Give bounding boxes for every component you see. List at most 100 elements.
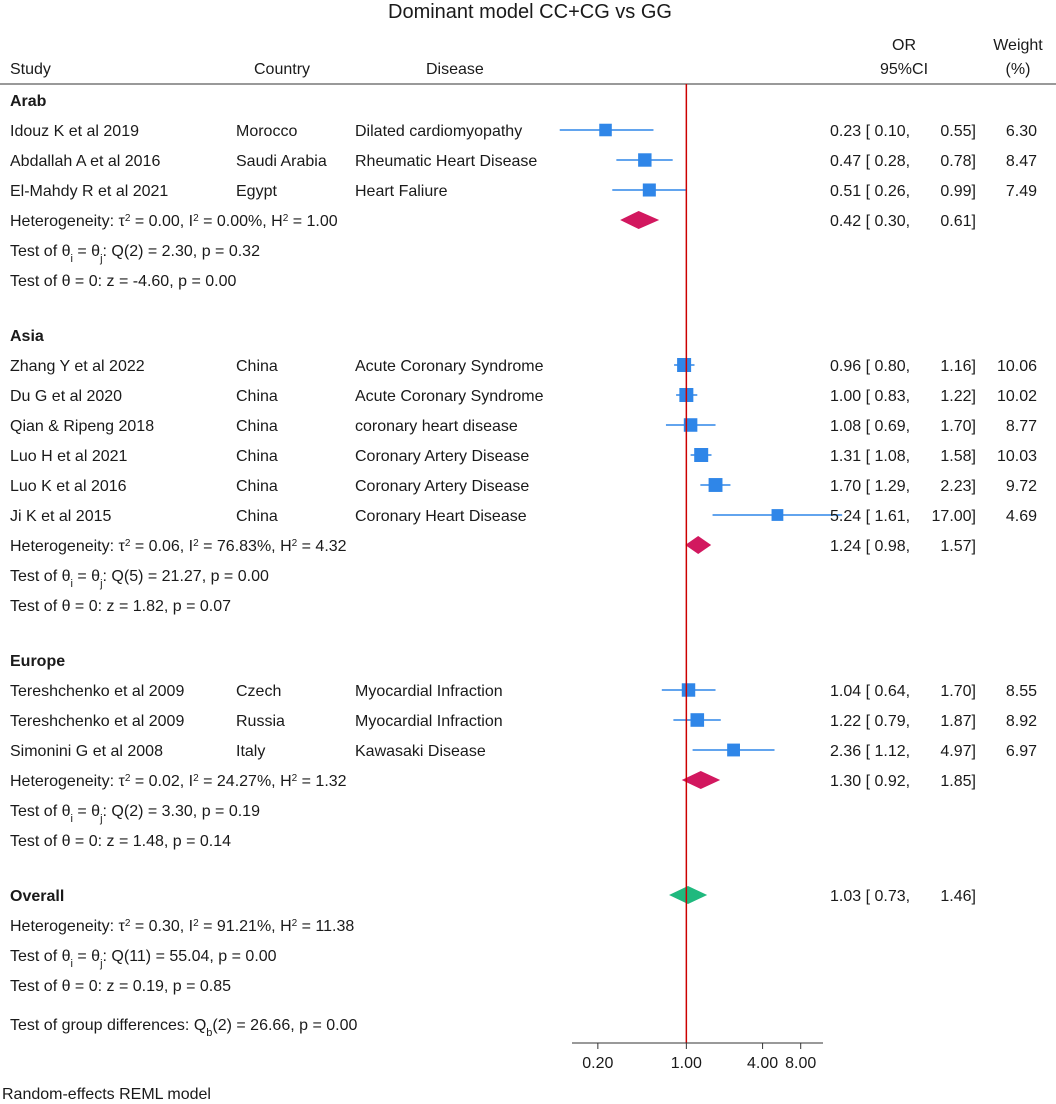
study-country: Italy	[236, 743, 265, 760]
heterogeneity-prefix: Heterogeneity: τ	[10, 213, 126, 230]
study-marker	[683, 418, 698, 432]
subgroup-z-test: Test of θ = 0: z = 1.48, p = 0.14	[10, 833, 231, 850]
study-weight: 4.69	[1006, 508, 1037, 525]
x-tick-label: 1.00	[671, 1055, 702, 1072]
x-tick-label: 0.20	[582, 1055, 613, 1072]
study-or-ci: 1.22 [ 0.79,	[830, 713, 910, 730]
superscript-2: 2	[292, 538, 298, 549]
overall-q-test: Test of θi = θj: Q(11) = 55.04, p = 0.00	[10, 948, 277, 970]
study-disease: Heart Faliure	[355, 183, 448, 200]
study-country: Saudi Arabia	[236, 153, 327, 170]
study-or-ci: 1.00 [ 0.83,	[830, 388, 910, 405]
subscript-b: b	[206, 1027, 212, 1039]
study-disease: Myocardial Infraction	[355, 683, 503, 700]
study-weight: 8.92	[1006, 713, 1037, 730]
study-country: Russia	[236, 713, 285, 730]
q-test-prefix: Test of θ	[10, 803, 71, 820]
heterogeneity-h2: = 11.38	[297, 918, 354, 935]
superscript-2: 2	[125, 918, 131, 929]
q-test-mid: = θ	[73, 568, 100, 585]
heterogeneity-i2: = 76.83%, H	[199, 538, 292, 555]
study-or-ci: 1.70 [ 1.29,	[830, 478, 910, 495]
superscript-2: 2	[193, 213, 199, 224]
subscript-j: j	[99, 958, 102, 970]
x-tick-label: 8.00	[785, 1055, 816, 1072]
subgroup-heterogeneity: Heterogeneity: τ2 = 0.02, I2 = 24.27%, H…	[10, 773, 347, 791]
subgroup-diamond	[620, 211, 660, 229]
study-disease: Rheumatic Heart Disease	[355, 153, 537, 170]
heterogeneity-prefix: Heterogeneity: τ	[10, 918, 126, 935]
subgroup-ci-upper: 1.85]	[940, 773, 976, 790]
subgroup-q-test: Test of θi = θj: Q(2) = 3.30, p = 0.19	[10, 803, 260, 825]
study-weight: 8.47	[1006, 153, 1037, 170]
study-ci-upper: 0.99]	[940, 183, 976, 200]
study-disease: Coronary Heart Disease	[355, 508, 527, 525]
subscript-i: i	[70, 253, 72, 265]
subgroup-z-test: Test of θ = 0: z = -4.60, p = 0.00	[10, 273, 236, 290]
q-test-mid: = θ	[73, 803, 100, 820]
study-ci-upper: 17.00]	[932, 508, 976, 525]
study-disease: Myocardial Infraction	[355, 713, 503, 730]
group-diff-prefix: Test of group differences: Q	[10, 1017, 206, 1034]
q-test-prefix: Test of θ	[10, 948, 71, 965]
study-weight: 9.72	[1006, 478, 1037, 495]
heterogeneity-i2: = 0.00%, H	[199, 213, 283, 230]
heterogeneity-i2: = 24.27%, H	[199, 773, 292, 790]
study-or-ci: 0.51 [ 0.26,	[830, 183, 910, 200]
study-disease: Acute Coronary Syndrome	[355, 388, 544, 405]
subscript-i: i	[70, 958, 72, 970]
heterogeneity-tau2: = 0.02, I	[130, 773, 193, 790]
superscript-2: 2	[292, 773, 298, 784]
q-test-rest: : Q(5) = 21.27, p = 0.00	[103, 568, 269, 585]
overall-ci-upper: 1.46]	[940, 888, 976, 905]
superscript-2: 2	[292, 918, 298, 929]
overall-or-ci: 1.03 [ 0.73,	[830, 888, 910, 905]
study-ci-upper: 1.87]	[940, 713, 976, 730]
study-marker	[677, 358, 692, 372]
study-country: China	[236, 418, 278, 435]
subscript-i: i	[70, 578, 72, 590]
study-ci-upper: 1.16]	[940, 358, 976, 375]
study-country: China	[236, 508, 278, 525]
heterogeneity-prefix: Heterogeneity: τ	[10, 538, 126, 555]
chart-title: Dominant model CC+CG vs GG	[388, 1, 672, 23]
group-label: Arab	[10, 93, 47, 110]
study-name: Abdallah A et al 2016	[10, 153, 160, 170]
subscript-j: j	[99, 578, 102, 590]
subscript-i: i	[70, 813, 72, 825]
subgroup-ci-upper: 1.57]	[940, 538, 976, 555]
heterogeneity-h2: = 1.32	[297, 773, 346, 790]
col-header-weight-unit: (%)	[1006, 61, 1031, 78]
subgroup-heterogeneity: Heterogeneity: τ2 = 0.06, I2 = 76.83%, H…	[10, 538, 347, 556]
subgroup-heterogeneity: Heterogeneity: τ2 = 0.00, I2 = 0.00%, H2…	[10, 213, 338, 231]
heterogeneity-tau2: = 0.00, I	[130, 213, 193, 230]
study-or-ci: 0.47 [ 0.28,	[830, 153, 910, 170]
study-disease: Dilated cardiomyopathy	[355, 123, 522, 140]
superscript-2: 2	[125, 773, 131, 784]
superscript-2: 2	[193, 918, 199, 929]
study-or-ci: 0.23 [ 0.10,	[830, 123, 910, 140]
study-weight: 10.06	[997, 358, 1037, 375]
footnote: Random-effects REML model	[2, 1086, 211, 1103]
heterogeneity-tau2: = 0.30, I	[130, 918, 193, 935]
heterogeneity-tau2: = 0.06, I	[130, 538, 193, 555]
study-weight: 10.03	[997, 448, 1037, 465]
study-ci-upper: 0.78]	[940, 153, 976, 170]
study-marker	[642, 183, 656, 197]
q-test-prefix: Test of θ	[10, 568, 71, 585]
study-disease: coronary heart disease	[355, 418, 518, 435]
study-country: China	[236, 448, 278, 465]
overall-z-test: Test of θ = 0: z = 0.19, p = 0.85	[10, 978, 231, 995]
study-marker	[681, 683, 696, 697]
study-name: Zhang Y et al 2022	[10, 358, 145, 375]
study-marker	[771, 509, 784, 521]
study-name: El-Mahdy R et al 2021	[10, 183, 168, 200]
subgroup-z-test: Test of θ = 0: z = 1.82, p = 0.07	[10, 598, 231, 615]
col-header-or: OR	[892, 37, 916, 54]
superscript-2: 2	[193, 538, 199, 549]
overall-diamond	[669, 886, 708, 904]
study-name: Luo H et al 2021	[10, 448, 128, 465]
study-marker	[694, 448, 709, 462]
superscript-2: 2	[193, 773, 199, 784]
